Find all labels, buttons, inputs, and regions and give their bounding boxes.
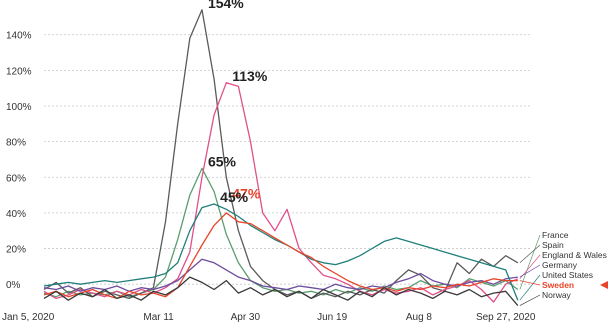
annotations: 154% 113% 65% 47%45% — [208, 0, 268, 205]
legend-entry: England & Wales — [542, 250, 607, 260]
legend-entry: United States — [542, 270, 593, 280]
series-line — [43, 212, 518, 300]
x-tick-label: Apr 30 — [231, 312, 261, 323]
y-tick-label: 80% — [6, 138, 26, 149]
x-tick-label: Aug 8 — [406, 312, 433, 323]
y-tick-label: 40% — [6, 209, 26, 220]
sweden-arrow-icon — [600, 281, 608, 289]
x-axis: Jan 5, 2020 Mar 11 Apr 30 Jun 19 Aug 8 Sep 27… — [2, 312, 536, 323]
series-line — [43, 82, 519, 303]
x-tick-label: Jan 5, 2020 — [2, 312, 55, 323]
series-line — [43, 167, 519, 298]
series-line — [43, 9, 519, 300]
legend-leader-line — [519, 274, 541, 301]
annotation-label: 154% — [208, 0, 244, 11]
annotation-label: 47% — [232, 185, 261, 201]
legend-leader-line — [519, 244, 541, 264]
y-tick-label: 140% — [6, 31, 32, 42]
y-tick-label: 20% — [6, 245, 26, 256]
y-tick-label: 120% — [6, 66, 32, 77]
legend-leader-line — [519, 264, 541, 278]
legend-entry: Norway — [542, 290, 572, 300]
y-tick-label: 60% — [6, 173, 26, 184]
x-tick-label: Jun 19 — [317, 312, 347, 323]
series-line — [43, 203, 519, 301]
legend-entry: Spain — [542, 240, 564, 250]
legend-leader-line — [519, 234, 541, 290]
x-tick-label: Sep 27, 2020 — [476, 312, 536, 323]
y-axis: 140% 120% 100% 80% 60% 40% 20% 0% — [6, 31, 32, 291]
x-tick-label: Mar 11 — [143, 312, 174, 323]
annotation-label: 113% — [232, 68, 268, 84]
legend-leader-line — [519, 280, 541, 286]
legend-leader-line — [519, 294, 541, 306]
y-tick-label: 100% — [6, 102, 32, 113]
grid — [44, 34, 530, 285]
legend-entry: Sweden — [542, 280, 574, 290]
series-line — [43, 258, 518, 292]
annotation-label: 65% — [208, 153, 237, 169]
annotation-label: 45% — [220, 189, 249, 205]
series-line — [43, 276, 519, 307]
series-lines — [43, 9, 519, 307]
legend-entry: Germany — [542, 260, 578, 270]
legend-entry: France — [542, 230, 569, 240]
y-tick-label: 0% — [6, 280, 21, 291]
